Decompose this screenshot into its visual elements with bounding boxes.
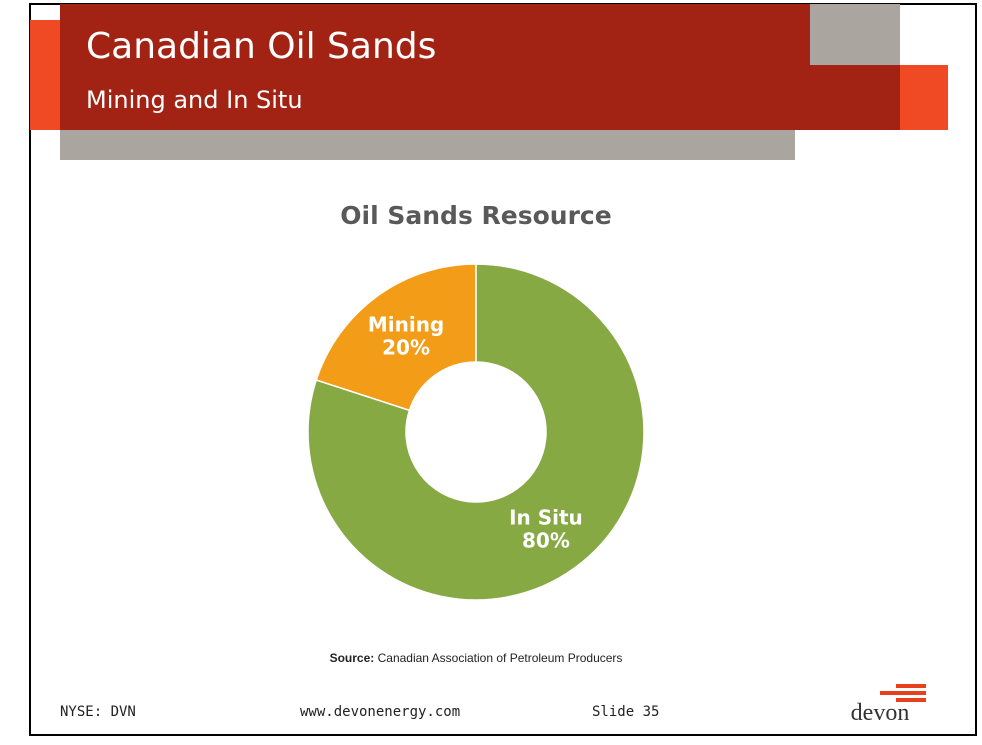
header-band — [60, 4, 900, 130]
footer-ticker: NYSE: DVN — [60, 704, 136, 720]
source: Source: Canadian Association of Petroleu… — [330, 651, 623, 665]
wedge-category: Mining — [368, 313, 444, 337]
header-gray-block — [810, 4, 900, 65]
wedge — [315, 263, 477, 412]
wedge — [307, 263, 645, 601]
logo-bar — [896, 698, 926, 702]
logo-bar — [880, 691, 926, 695]
logo: devon — [851, 700, 910, 726]
footer-slide: Slide 35 — [592, 704, 659, 720]
slide-subtitle: Mining and In Situ — [86, 86, 303, 114]
wedge-value-label: 80% — [522, 528, 570, 552]
accent-left — [30, 20, 62, 130]
logo-bar — [896, 684, 926, 688]
slide-title: Canadian Oil Sands — [86, 26, 436, 67]
wedge-value-label: 20% — [382, 336, 430, 360]
header-shadow — [60, 130, 795, 160]
chart-title: Oil Sands Resource — [340, 201, 611, 230]
wedge-category: In Situ — [509, 505, 583, 529]
source-label: Source: — [330, 651, 375, 665]
source-text: Canadian Association of Petroleum Produc… — [378, 651, 623, 665]
footer-website: www.devonenergy.com — [300, 704, 460, 720]
